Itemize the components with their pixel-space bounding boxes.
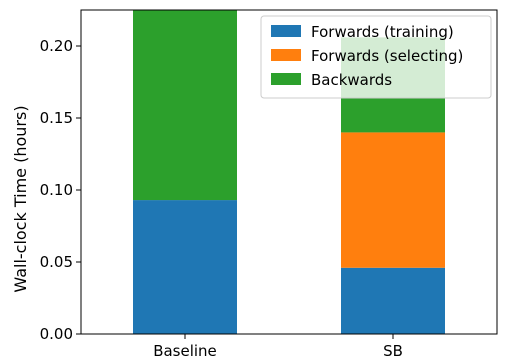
legend: Forwards (training) Forwards (selecting) B… bbox=[260, 15, 492, 99]
axes-layer: Baseline SB 0.00 0.05 0.10 0.15 0.20 bbox=[40, 9, 498, 358]
x-tick-label: Baseline bbox=[153, 342, 217, 358]
y-tick-label: 0.10 bbox=[40, 181, 73, 199]
y-tick-label: 0.20 bbox=[40, 37, 73, 55]
legend-swatch-2 bbox=[271, 73, 301, 85]
legend-label-0: Forwards (training) bbox=[311, 23, 454, 41]
bar-baseline-series-2 bbox=[133, 10, 237, 201]
plot-frame bbox=[80, 9, 498, 335]
legend-swatch-1 bbox=[271, 49, 301, 61]
legend-box bbox=[260, 15, 492, 99]
y-tick-label: 0.00 bbox=[40, 325, 73, 343]
bar-sb-series-1 bbox=[341, 132, 445, 268]
legend-swatch-0 bbox=[271, 25, 301, 37]
x-tick-label: SB bbox=[383, 342, 403, 358]
bar-sb-series-0 bbox=[341, 267, 445, 334]
y-axis-label: Wall-clock Time (hours) bbox=[11, 105, 30, 292]
bar-baseline-series-0 bbox=[133, 200, 237, 334]
legend-label-2: Backwards bbox=[311, 71, 392, 89]
y-tick-label: 0.05 bbox=[40, 253, 73, 271]
legend-label-1: Forwards (selecting) bbox=[311, 47, 463, 65]
y-tick-label: 0.15 bbox=[40, 109, 73, 127]
